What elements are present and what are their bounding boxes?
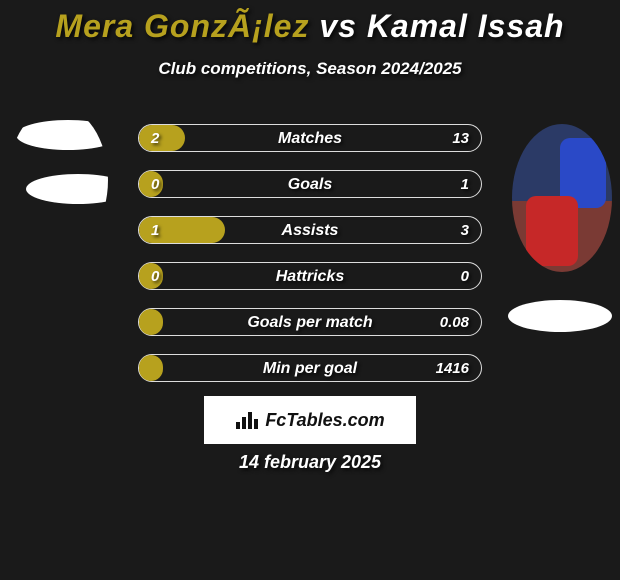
stat-label: Hattricks bbox=[139, 263, 481, 289]
comparison-title: Mera GonzÃ¡lez vs Kamal Issah bbox=[0, 0, 620, 45]
stat-row: 00Hattricks bbox=[138, 262, 482, 290]
avatar-placeholder-shape bbox=[16, 120, 108, 150]
stat-row: 13Assists bbox=[138, 216, 482, 244]
avatar-placeholder-shape bbox=[508, 300, 612, 332]
date-text: 14 february 2025 bbox=[0, 452, 620, 473]
brand-text: FcTables.com bbox=[265, 410, 384, 431]
player1-name: Mera GonzÃ¡lez bbox=[55, 8, 309, 44]
avatar-figure-2 bbox=[526, 196, 578, 266]
vs-text: vs bbox=[319, 8, 357, 44]
stat-label: Goals bbox=[139, 171, 481, 197]
stat-row: 1416Min per goal bbox=[138, 354, 482, 382]
player1-avatar bbox=[8, 106, 108, 254]
stat-label: Matches bbox=[139, 125, 481, 151]
stat-row: 213Matches bbox=[138, 124, 482, 152]
player2-avatar bbox=[512, 124, 612, 272]
stat-label: Min per goal bbox=[139, 355, 481, 381]
player2-name: Kamal Issah bbox=[367, 8, 565, 44]
stat-bars: 213Matches 01Goals 13Assists 00Hattricks 0.0… bbox=[138, 124, 482, 400]
stat-row: 01Goals bbox=[138, 170, 482, 198]
brand-badge[interactable]: FcTables.com bbox=[204, 396, 416, 444]
stat-label: Assists bbox=[139, 217, 481, 243]
avatar-placeholder-shape bbox=[26, 174, 108, 204]
subtitle: Club competitions, Season 2024/2025 bbox=[0, 59, 620, 79]
brand-bars-icon bbox=[235, 410, 259, 430]
stat-row: 0.08Goals per match bbox=[138, 308, 482, 336]
stat-label: Goals per match bbox=[139, 309, 481, 335]
